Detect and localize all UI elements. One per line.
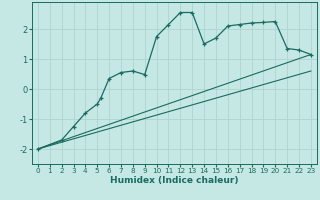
X-axis label: Humidex (Indice chaleur): Humidex (Indice chaleur) (110, 176, 239, 185)
